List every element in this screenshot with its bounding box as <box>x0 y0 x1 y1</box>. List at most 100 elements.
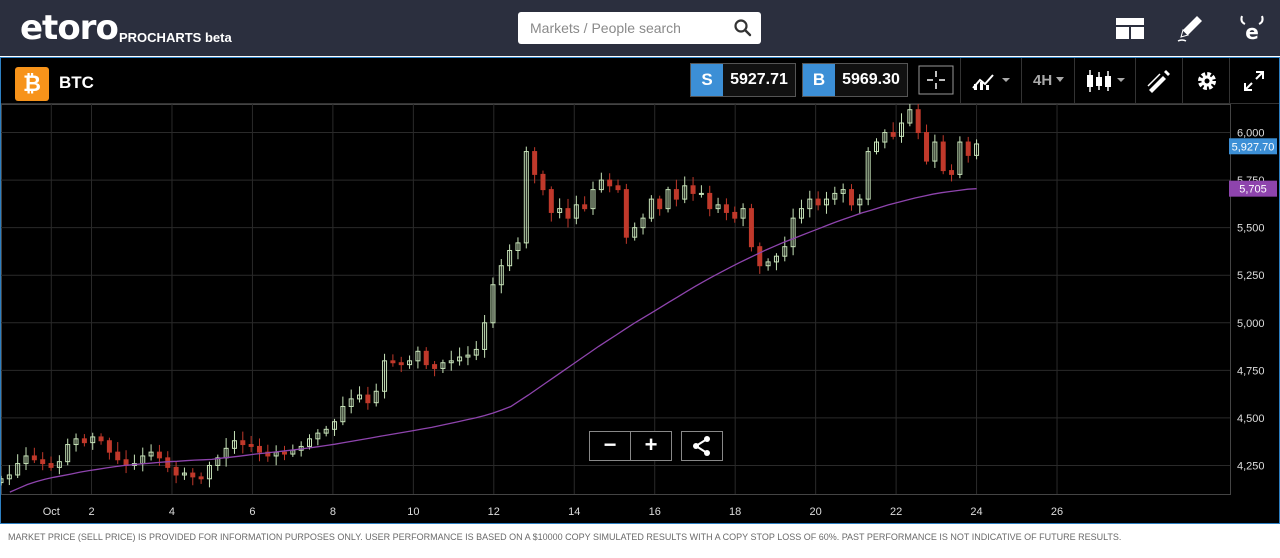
candle-down <box>115 451 121 461</box>
zoom-out-button[interactable]: − <box>589 431 631 461</box>
sell-label: S <box>691 64 723 96</box>
candle-up <box>765 261 771 267</box>
candle-up <box>773 255 779 263</box>
x-tick-label: 10 <box>407 506 419 518</box>
sell-price: 5927.71 <box>730 71 788 88</box>
settings-button[interactable] <box>1182 58 1229 103</box>
candle-up <box>715 204 721 210</box>
candle-up <box>907 109 913 124</box>
candle-down <box>890 132 896 137</box>
candle-up <box>6 474 12 480</box>
candle-up <box>332 421 338 430</box>
candle-down <box>707 192 713 210</box>
candle-down <box>432 364 438 369</box>
crosshair-button[interactable] <box>913 58 959 103</box>
candle-down <box>248 444 254 447</box>
candle-down <box>190 472 196 478</box>
candle-down <box>40 459 46 465</box>
candle-up <box>323 428 329 434</box>
candle-down <box>256 445 262 453</box>
candle-up <box>682 185 688 200</box>
drawing-tools-button[interactable] <box>1135 58 1182 103</box>
current-price-tag-bg <box>1229 138 1277 155</box>
buy-price-button[interactable]: B 5969.30 <box>802 63 908 97</box>
search-input[interactable] <box>518 12 730 44</box>
candle-up <box>932 141 938 162</box>
drawing-icon <box>1147 70 1170 93</box>
x-tick-label: 4 <box>169 506 175 518</box>
indicators-button[interactable] <box>960 58 1021 103</box>
x-tick-label: 24 <box>970 506 982 518</box>
candle-up <box>382 360 388 392</box>
candle-down <box>31 455 37 461</box>
candle-down <box>240 440 246 446</box>
x-tick-label: 22 <box>890 506 902 518</box>
price-tags: 5,927.70 5,705 <box>1229 138 1277 197</box>
candle-up <box>340 405 346 423</box>
btc-icon: ₿ <box>15 67 49 101</box>
pencil-icon[interactable] <box>1174 12 1206 44</box>
x-tick-label: 14 <box>568 506 580 518</box>
candle-down <box>390 360 396 364</box>
chart-panel: ₿ BTC S 5927.71 B 5969.30 <box>0 57 1280 524</box>
candle-up <box>840 189 846 194</box>
candle-down <box>732 211 738 219</box>
candle-up <box>832 192 838 200</box>
chart-type-button[interactable] <box>1074 58 1135 103</box>
candle-down <box>48 463 54 468</box>
price-chart[interactable]: 6,0005,7505,5005,2505,0004,7504,5004,250… <box>1 104 1279 523</box>
candle-up <box>357 394 363 400</box>
fullscreen-button[interactable] <box>1229 58 1278 103</box>
candle-down <box>924 132 930 162</box>
candle-up <box>148 451 154 457</box>
current-price-tag: 5,927.70 <box>1232 141 1275 153</box>
zoom-in-button[interactable]: + <box>630 431 672 461</box>
candle-up <box>573 204 579 219</box>
timeframe-dropdown[interactable]: 4H <box>1021 58 1074 103</box>
candle-up <box>440 362 446 369</box>
layout-icon[interactable] <box>1114 12 1146 44</box>
candle-up <box>206 464 212 480</box>
gear-icon <box>1198 72 1216 90</box>
candle-up <box>865 151 871 200</box>
x-tick-label: 20 <box>810 506 822 518</box>
candle-down <box>757 246 763 267</box>
share-button[interactable] <box>681 431 723 461</box>
candle-down <box>949 170 955 175</box>
ma-value-tag: 5,705 <box>1239 184 1267 196</box>
x-tick-label: 26 <box>1051 506 1063 518</box>
ma-value-tag-bg <box>1229 180 1277 197</box>
candle-up <box>882 132 888 143</box>
candlestick-series <box>1 104 980 488</box>
candle-down <box>365 394 371 404</box>
x-tick-label: 18 <box>729 506 741 518</box>
candle-up <box>415 350 421 362</box>
candle-up <box>1 478 4 484</box>
candle-up <box>448 360 454 364</box>
candle-down <box>81 438 87 444</box>
candle-down <box>532 151 538 175</box>
etoro-e-icon[interactable]: e <box>1236 12 1268 44</box>
search-icon[interactable] <box>733 18 753 38</box>
candle-down <box>723 204 729 213</box>
candle-up <box>798 208 804 219</box>
candle-up <box>957 141 963 175</box>
candle-up <box>15 463 21 476</box>
instrument-symbol: BTC <box>59 73 94 92</box>
fullscreen-icon <box>1244 71 1264 91</box>
candle-up <box>640 217 646 229</box>
top-bar: etoro PROCHARTS beta e <box>0 0 1280 56</box>
sell-price-button[interactable]: S 5927.71 <box>690 63 796 97</box>
candle-up <box>740 208 746 219</box>
candle-up <box>73 438 79 446</box>
candle-down <box>690 185 696 194</box>
x-tick-label: 8 <box>330 506 336 518</box>
candle-down <box>657 198 663 210</box>
y-tick-label: 6,000 <box>1237 128 1265 140</box>
candle-down <box>965 141 971 156</box>
search-box[interactable] <box>518 12 761 44</box>
candle-up <box>348 398 354 407</box>
x-tick-label: 16 <box>649 506 661 518</box>
etoro-logo[interactable]: etoro <box>20 8 119 48</box>
